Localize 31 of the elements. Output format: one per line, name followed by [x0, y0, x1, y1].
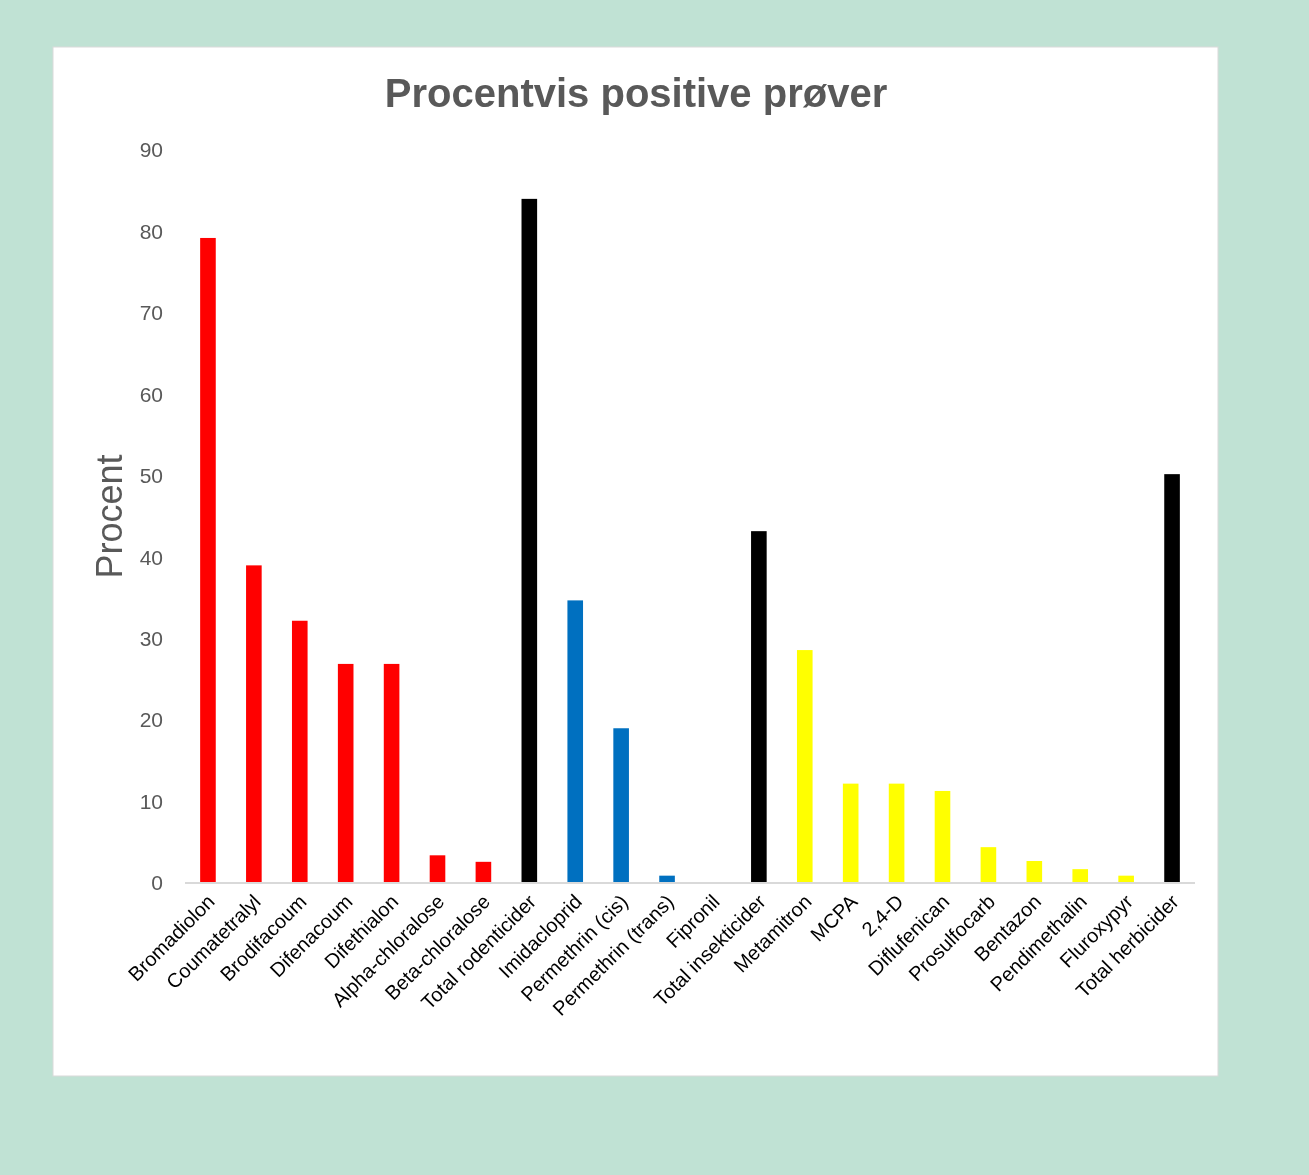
bar — [521, 198, 538, 883]
y-tick-label: 60 — [139, 382, 163, 406]
chart-title: Procentvis positive prøver — [384, 71, 888, 115]
bar — [842, 783, 859, 883]
bar — [337, 663, 354, 883]
bar — [1026, 861, 1043, 883]
y-tick-label: 40 — [139, 545, 163, 569]
bar — [934, 790, 951, 883]
y-tick-label: 20 — [139, 708, 163, 732]
y-tick-label: 50 — [139, 464, 163, 488]
bar — [567, 600, 584, 883]
bar — [383, 663, 400, 883]
bar — [1072, 869, 1089, 883]
y-axis-title: Procent — [89, 454, 130, 579]
bar — [200, 237, 216, 883]
y-tick-label: 80 — [139, 219, 163, 243]
bar — [291, 620, 308, 883]
y-tick-label: 90 — [139, 138, 163, 162]
y-tick-label: 10 — [139, 789, 163, 813]
bar — [888, 783, 905, 883]
y-tick-label: 30 — [139, 627, 163, 651]
bar — [796, 650, 813, 883]
bar — [613, 728, 629, 883]
bar — [475, 861, 492, 883]
y-tick-label: 0 — [151, 871, 163, 895]
bar — [980, 847, 997, 883]
bar — [246, 565, 262, 883]
bar — [751, 531, 767, 883]
y-tick-label: 70 — [139, 301, 163, 325]
bar — [1164, 474, 1180, 883]
bar — [429, 855, 446, 883]
